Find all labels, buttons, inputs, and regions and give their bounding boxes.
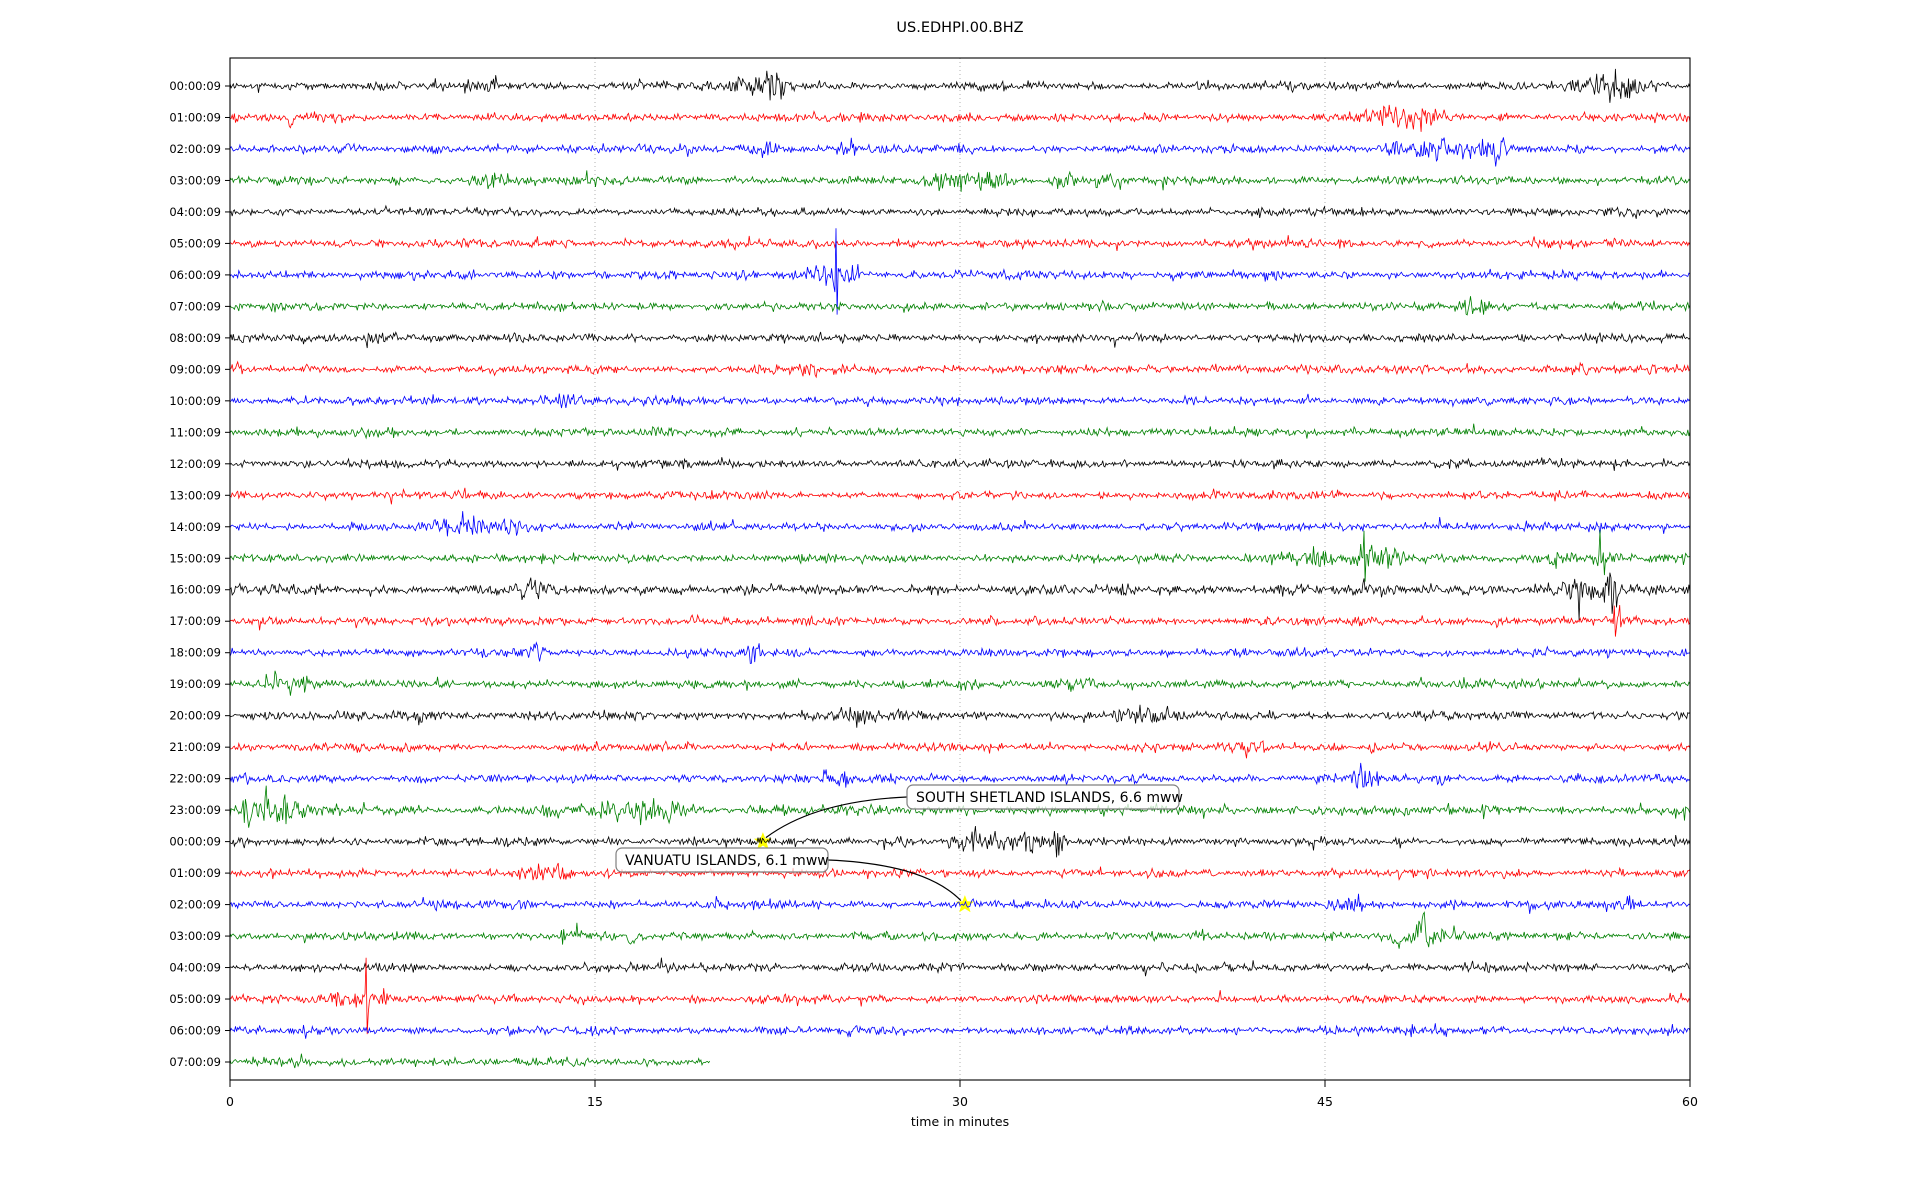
- trace-time-label: 03:00:09: [169, 929, 221, 943]
- trace-time-label: 03:00:09: [169, 173, 221, 187]
- x-tick-label: 30: [952, 1094, 968, 1109]
- trace-time-label: 20:00:09: [169, 709, 221, 723]
- trace-time-label: 11:00:09: [169, 425, 221, 439]
- trace-time-label: 06:00:09: [169, 268, 221, 282]
- trace-time-label: 07:00:09: [169, 1055, 221, 1069]
- trace-time-label: 13:00:09: [169, 488, 221, 502]
- trace-time-label: 04:00:09: [169, 205, 221, 219]
- seismogram-trace-4: [229, 204, 1691, 219]
- trace-time-label: 19:00:09: [169, 677, 221, 691]
- seismogram-trace-27: [229, 911, 1691, 949]
- seismogram-trace-2: [229, 137, 1691, 167]
- trace-time-label: 10:00:09: [169, 394, 221, 408]
- traces: [229, 68, 1691, 1069]
- trace-time-label: 01:00:09: [169, 866, 221, 880]
- seismogram-trace-14: [229, 511, 1691, 537]
- plot-title: US.EDHPI.00.BHZ: [896, 20, 1024, 36]
- x-tick-label: 15: [587, 1094, 603, 1109]
- annotation-label: VANUATU ISLANDS, 6.1 mww: [625, 853, 829, 869]
- seismogram-trace-28: [229, 957, 1691, 977]
- seismogram-trace-18: [229, 641, 1691, 664]
- seismogram-trace-22: [229, 762, 1691, 789]
- trace-time-label: 22:00:09: [169, 772, 221, 786]
- seismogram-trace-17: [229, 604, 1691, 637]
- seismogram-trace-29: [229, 957, 1691, 1035]
- seismogram-trace-10: [229, 393, 1691, 409]
- seismogram-trace-12: [229, 457, 1691, 471]
- seismogram-trace-31: [229, 1053, 711, 1069]
- trace-time-label: 16:00:09: [169, 583, 221, 597]
- seismogram-trace-30: [229, 1023, 1691, 1039]
- trace-time-label: 09:00:09: [169, 362, 221, 376]
- trace-time-label: 02:00:09: [169, 142, 221, 156]
- seismogram-trace-1: [230, 104, 1691, 132]
- trace-time-label: 17:00:09: [169, 614, 221, 628]
- event-star: [753, 832, 772, 850]
- seismogram-trace-16: [229, 572, 1691, 621]
- trace-time-label: 00:00:09: [169, 79, 221, 93]
- seismogram-trace-26: [229, 893, 1691, 914]
- x-axis-label: time in minutes: [910, 1114, 1010, 1129]
- x-tick-label: 60: [1682, 1094, 1698, 1109]
- trace-time-label: 12:00:09: [169, 457, 221, 471]
- annotation-label: SOUTH SHETLAND ISLANDS, 6.6 mww: [916, 790, 1183, 806]
- seismogram-trace-24: [229, 825, 1691, 858]
- trace-time-label: 05:00:09: [169, 992, 221, 1006]
- seismogram-trace-25: [229, 862, 1691, 881]
- trace-time-label: 00:00:09: [169, 835, 221, 849]
- seismogram-trace-9: [229, 360, 1691, 379]
- seismogram-trace-11: [229, 423, 1691, 440]
- x-tick-label: 0: [226, 1094, 234, 1109]
- annotation-leader-line: [765, 796, 908, 839]
- trace-time-label: 07:00:09: [169, 299, 221, 313]
- seismogram-trace-3: [229, 170, 1691, 192]
- seismogram-trace-0: [229, 68, 1691, 103]
- seismogram-trace-5: [229, 235, 1691, 251]
- x-tick-label: 45: [1317, 1094, 1333, 1109]
- seismogram-trace-6: [229, 228, 1691, 315]
- seismogram-trace-20: [229, 704, 1691, 728]
- trace-time-label: 06:00:09: [169, 1024, 221, 1038]
- seismogram-trace-13: [229, 487, 1691, 505]
- trace-time-label: 08:00:09: [169, 331, 221, 345]
- axes: 0 15 30 45 60 00:00:09 01:00:09 02:00:09 03:00:0…: [169, 57, 1698, 1109]
- trace-time-label: 02:00:09: [169, 898, 221, 912]
- annotation-leader-line: [827, 859, 962, 902]
- trace-time-label: 04:00:09: [169, 961, 221, 975]
- trace-time-label: 05:00:09: [169, 236, 221, 250]
- trace-time-label: 15:00:09: [169, 551, 221, 565]
- trace-time-label: 01:00:09: [169, 110, 221, 124]
- seismogram-trace-7: [229, 296, 1691, 316]
- seismogram-trace-15: [229, 530, 1690, 582]
- trace-time-label: 14:00:09: [169, 520, 221, 534]
- annotations: SOUTH SHETLAND ISLANDS, 6.6 mww VANUATU I…: [615, 784, 1183, 902]
- trace-time-label: 23:00:09: [169, 803, 221, 817]
- seismogram-trace-19: [229, 670, 1691, 696]
- trace-time-label: 21:00:09: [169, 740, 221, 754]
- trace-time-label: 18:00:09: [169, 646, 221, 660]
- seismogram-trace-21: [230, 740, 1691, 759]
- annotation-box: [906, 784, 1180, 810]
- seismogram-trace-8: [229, 331, 1691, 349]
- annotation-box: [615, 847, 829, 873]
